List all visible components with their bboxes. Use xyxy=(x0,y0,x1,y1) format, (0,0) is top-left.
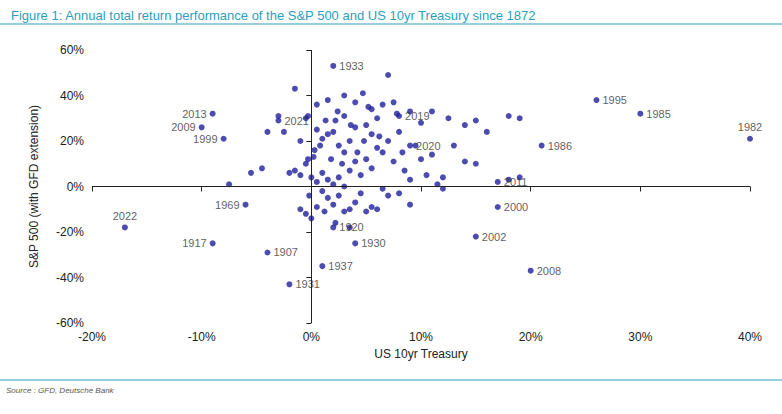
svg-text:1937: 1937 xyxy=(328,260,352,272)
svg-text:1982: 1982 xyxy=(738,121,762,133)
svg-text:S&P 500 (with GFD extension): S&P 500 (with GFD extension) xyxy=(27,105,41,268)
svg-text:-20%: -20% xyxy=(56,225,84,239)
svg-text:1995: 1995 xyxy=(602,94,626,106)
svg-text:1933: 1933 xyxy=(339,60,363,72)
svg-text:1985: 1985 xyxy=(646,108,670,120)
svg-text:1999: 1999 xyxy=(193,133,217,145)
svg-text:1920: 1920 xyxy=(339,221,363,233)
svg-text:2022: 2022 xyxy=(113,210,137,222)
svg-text:US 10yr Treasury: US 10yr Treasury xyxy=(374,347,467,361)
svg-text:1986: 1986 xyxy=(548,140,572,152)
svg-text:-40%: -40% xyxy=(56,271,84,285)
svg-text:1907: 1907 xyxy=(273,246,297,258)
svg-text:2008: 2008 xyxy=(537,265,561,277)
svg-text:2009: 2009 xyxy=(171,121,195,133)
svg-text:40%: 40% xyxy=(60,89,84,103)
svg-text:2013: 2013 xyxy=(182,108,206,120)
svg-text:40%: 40% xyxy=(738,330,762,344)
svg-text:60%: 60% xyxy=(60,43,84,57)
svg-text:1930: 1930 xyxy=(361,237,385,249)
svg-text:0%: 0% xyxy=(67,180,85,194)
svg-text:2000: 2000 xyxy=(504,201,528,213)
svg-text:-10%: -10% xyxy=(188,330,216,344)
svg-text:1931: 1931 xyxy=(295,278,319,290)
svg-text:2020: 2020 xyxy=(416,140,440,152)
svg-text:2019: 2019 xyxy=(405,110,429,122)
svg-text:30%: 30% xyxy=(628,330,652,344)
svg-text:2002: 2002 xyxy=(482,231,506,243)
svg-text:20%: 20% xyxy=(60,134,84,148)
svg-text:-60%: -60% xyxy=(56,316,84,330)
svg-text:0%: 0% xyxy=(303,330,321,344)
svg-text:Source : GFD, Deutsche Bank: Source : GFD, Deutsche Bank xyxy=(6,386,115,395)
svg-text:20%: 20% xyxy=(519,330,543,344)
svg-text:2011: 2011 xyxy=(503,175,528,188)
svg-text:1969: 1969 xyxy=(215,199,239,211)
svg-text:10%: 10% xyxy=(409,330,433,344)
svg-text:-20%: -20% xyxy=(78,330,106,344)
svg-text:Figure 1: Annual total return: Figure 1: Annual total return performanc… xyxy=(11,8,535,23)
svg-text:2021: 2021 xyxy=(284,115,308,127)
svg-text:1917: 1917 xyxy=(182,237,206,249)
